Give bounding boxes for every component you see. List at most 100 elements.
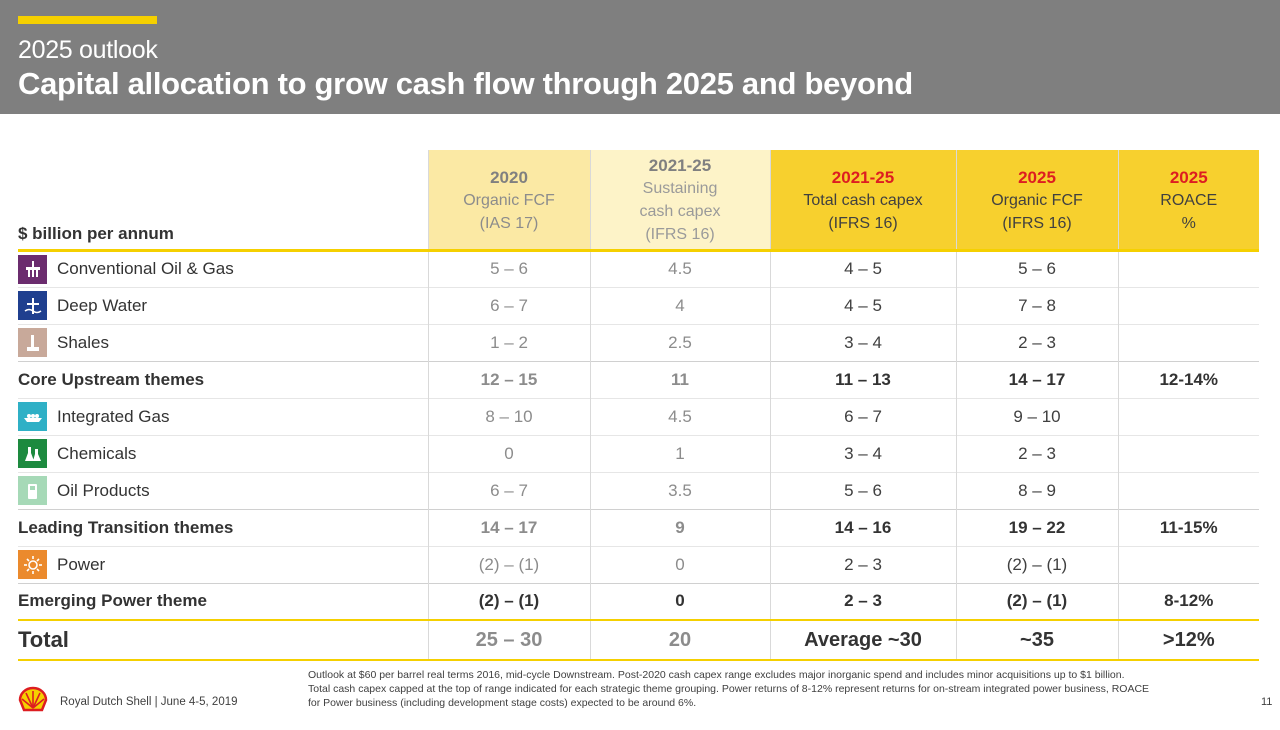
table-cell: 25 – 30 xyxy=(427,619,590,661)
power-sun-icon xyxy=(18,550,47,579)
table-cell: 1 – 2 xyxy=(427,323,590,361)
table-cell: 3.5 xyxy=(589,471,770,509)
row-label: Total xyxy=(18,619,428,661)
table-cell: 9 – 10 xyxy=(955,397,1118,435)
table-cell: 14 – 16 xyxy=(769,508,956,546)
table-cell: 5 – 6 xyxy=(769,471,956,509)
table-cell: (2) – (1) xyxy=(955,582,1118,620)
page-number: 11 xyxy=(1261,696,1273,708)
table-cell xyxy=(1117,471,1259,509)
slide-title: Capital allocation to grow cash flow thr… xyxy=(18,66,913,101)
table-cell: 12 – 15 xyxy=(427,360,590,398)
row-label: Integrated Gas xyxy=(57,406,170,426)
table-row: Chemicals 0 1 3 – 4 2 – 3 xyxy=(18,434,1259,472)
row-label: Chemicals xyxy=(57,443,137,463)
table-cell: 4 xyxy=(589,286,770,324)
table-cell: 0 xyxy=(589,545,770,583)
table-cell xyxy=(1117,397,1259,435)
table-cell: 4.5 xyxy=(589,249,770,287)
slide-subtitle: 2025 outlook xyxy=(18,36,158,64)
row-label: Deep Water xyxy=(57,295,148,315)
table-cell: 3 – 4 xyxy=(769,323,956,361)
table-cell: 2.5 xyxy=(589,323,770,361)
chemicals-flask-icon xyxy=(18,439,47,468)
table-row: Power (2) – (1) 0 2 – 3 (2) – (1) xyxy=(18,545,1259,583)
column-header: 2025 ROACE % xyxy=(1117,150,1259,250)
oil-rig-icon xyxy=(18,254,47,284)
table-cell: 11 – 13 xyxy=(769,360,956,398)
table-header-row: $ billion per annum 2020 Organic FCF (IA… xyxy=(18,150,1259,250)
table-cell: 1 xyxy=(589,434,770,472)
table-cell: 11-15% xyxy=(1117,508,1259,546)
row-label: Emerging Power theme xyxy=(18,582,428,620)
row-label: Conventional Oil & Gas xyxy=(57,259,234,278)
column-header: 2020 Organic FCF (IAS 17) xyxy=(427,150,590,250)
table-cell: 0 xyxy=(589,582,770,620)
row-label: Oil Products xyxy=(57,480,150,500)
column-header: 2021-25 Sustaining cash capex (IFRS 16) xyxy=(589,150,770,250)
total-row: Total 25 – 30 20 Average ~30 ~35 >12% xyxy=(18,619,1259,661)
table-cell: 6 – 7 xyxy=(427,471,590,509)
row-label: Power xyxy=(57,554,106,574)
table-row: Shales 1 – 2 2.5 3 – 4 2 – 3 xyxy=(18,323,1259,361)
column-header: 2021-25 Total cash capex (IFRS 16) xyxy=(769,150,956,250)
table-row: Emerging Power theme (2) – (1) 0 2 – 3 (… xyxy=(18,582,1259,620)
table-cell: (2) – (1) xyxy=(955,545,1118,583)
row-label: Shales xyxy=(57,332,109,352)
table-cell: (2) – (1) xyxy=(427,545,590,583)
table-cell: 0 xyxy=(427,434,590,472)
table-cell: 11 xyxy=(589,360,770,398)
table-cell xyxy=(1117,286,1259,324)
row-label-header: $ billion per annum xyxy=(18,150,428,250)
table-cell xyxy=(1117,434,1259,472)
table-cell: 2 – 3 xyxy=(769,545,956,583)
table-cell: 3 – 4 xyxy=(769,434,956,472)
table-cell: 5 – 6 xyxy=(955,249,1118,287)
accent-bar xyxy=(18,16,157,24)
table-cell: 6 – 7 xyxy=(427,286,590,324)
footnote: Outlook at $60 per barrel real terms 201… xyxy=(308,669,1150,709)
table-cell: 4 – 5 xyxy=(769,249,956,287)
table-cell xyxy=(1117,545,1259,583)
table-row: Deep Water 6 – 7 4 4 – 5 7 – 8 xyxy=(18,286,1259,324)
table-row: Core Upstream themes 12 – 15 11 11 – 13 … xyxy=(18,360,1259,398)
table-cell: 2 – 3 xyxy=(769,582,956,620)
table-cell: 14 – 17 xyxy=(427,508,590,546)
capital-allocation-table: $ billion per annum 2020 Organic FCF (IA… xyxy=(18,150,1259,661)
table-cell: >12% xyxy=(1117,619,1259,661)
deep-water-icon xyxy=(18,291,47,320)
table-cell: 6 – 7 xyxy=(769,397,956,435)
table-cell: 19 – 22 xyxy=(955,508,1118,546)
table-row: Conventional Oil & Gas 5 – 6 4.5 4 – 5 5… xyxy=(18,249,1259,287)
fuel-pump-icon xyxy=(18,476,47,505)
table-cell: 2 – 3 xyxy=(955,434,1118,472)
table-cell: 4 – 5 xyxy=(769,286,956,324)
table-cell: ~35 xyxy=(955,619,1118,661)
table-cell: Average ~30 xyxy=(769,619,956,661)
table-cell: 8-12% xyxy=(1117,582,1259,620)
table-cell: 2 – 3 xyxy=(955,323,1118,361)
table-row: Leading Transition themes 14 – 17 9 14 –… xyxy=(18,508,1259,546)
row-label: Leading Transition themes xyxy=(18,508,428,546)
slide-header: 2025 outlook Capital allocation to grow … xyxy=(0,0,1280,114)
footer-source: Royal Dutch Shell | June 4-5, 2019 xyxy=(60,696,238,708)
shales-icon xyxy=(18,328,47,357)
row-label: Core Upstream themes xyxy=(18,360,428,398)
table-row: Oil Products 6 – 7 3.5 5 – 6 8 – 9 xyxy=(18,471,1259,509)
table-cell: 8 – 10 xyxy=(427,397,590,435)
table-cell: 9 xyxy=(589,508,770,546)
table-cell: 8 – 9 xyxy=(955,471,1118,509)
table-cell: 14 – 17 xyxy=(955,360,1118,398)
lng-ship-icon xyxy=(18,402,47,431)
table-cell xyxy=(1117,249,1259,287)
table-cell: (2) – (1) xyxy=(427,582,590,620)
table-cell: 7 – 8 xyxy=(955,286,1118,324)
table-cell: 12-14% xyxy=(1117,360,1259,398)
column-header: 2025 Organic FCF (IFRS 16) xyxy=(955,150,1118,250)
table-cell: 4.5 xyxy=(589,397,770,435)
table-row: Integrated Gas 8 – 10 4.5 6 – 7 9 – 10 xyxy=(18,397,1259,435)
shell-logo-icon xyxy=(18,686,48,714)
table-cell xyxy=(1117,323,1259,361)
table-cell: 20 xyxy=(589,619,770,661)
table-cell: 5 – 6 xyxy=(427,249,590,287)
